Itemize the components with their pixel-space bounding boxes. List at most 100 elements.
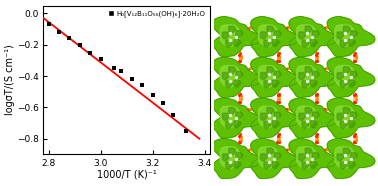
Polygon shape (327, 17, 375, 57)
Polygon shape (349, 39, 355, 46)
Polygon shape (274, 112, 281, 119)
Polygon shape (260, 73, 267, 80)
Polygon shape (222, 32, 229, 39)
Polygon shape (234, 80, 241, 87)
Polygon shape (236, 153, 243, 160)
Polygon shape (350, 112, 357, 119)
Polygon shape (302, 40, 309, 47)
Polygon shape (350, 71, 357, 78)
Polygon shape (299, 113, 305, 120)
Polygon shape (251, 17, 299, 57)
Point (87, 51, 93, 54)
Polygon shape (343, 107, 350, 115)
Polygon shape (259, 25, 279, 47)
Polygon shape (264, 81, 271, 88)
Polygon shape (337, 113, 344, 120)
Point (170, 114, 177, 117)
Polygon shape (259, 147, 279, 169)
Polygon shape (259, 106, 279, 128)
Point (111, 67, 117, 70)
Polygon shape (212, 17, 260, 57)
Polygon shape (349, 121, 355, 128)
Polygon shape (302, 121, 309, 129)
Polygon shape (343, 67, 350, 74)
Polygon shape (220, 147, 241, 169)
Polygon shape (251, 139, 299, 179)
Polygon shape (297, 25, 317, 47)
Polygon shape (299, 73, 305, 80)
Polygon shape (337, 154, 344, 161)
Polygon shape (312, 153, 319, 160)
Polygon shape (260, 32, 267, 39)
Polygon shape (274, 71, 281, 78)
Polygon shape (312, 112, 319, 119)
Point (150, 93, 156, 96)
Point (160, 101, 166, 104)
Polygon shape (264, 40, 271, 47)
Polygon shape (222, 73, 229, 80)
Point (56, 31, 62, 34)
Polygon shape (337, 73, 344, 80)
Polygon shape (251, 57, 299, 97)
Polygon shape (305, 148, 312, 155)
Polygon shape (297, 147, 317, 169)
Polygon shape (302, 162, 309, 169)
Polygon shape (289, 98, 337, 138)
Polygon shape (297, 106, 317, 128)
Polygon shape (327, 139, 375, 179)
Polygon shape (222, 113, 229, 120)
Point (67, 37, 73, 40)
X-axis label: 1000/T (K)⁻¹: 1000/T (K)⁻¹ (97, 170, 156, 180)
Polygon shape (312, 31, 319, 38)
Polygon shape (229, 26, 235, 33)
Polygon shape (340, 81, 347, 88)
Point (98, 57, 104, 60)
Polygon shape (226, 121, 232, 129)
Polygon shape (335, 65, 355, 87)
Polygon shape (220, 25, 241, 47)
Polygon shape (335, 147, 355, 169)
Polygon shape (264, 121, 271, 129)
Polygon shape (349, 161, 355, 169)
Polygon shape (236, 71, 243, 78)
Polygon shape (272, 39, 279, 46)
Polygon shape (267, 67, 274, 74)
Polygon shape (212, 139, 260, 179)
Polygon shape (289, 139, 337, 179)
Polygon shape (305, 67, 312, 74)
Polygon shape (229, 107, 235, 115)
Polygon shape (299, 154, 305, 161)
Polygon shape (220, 106, 241, 128)
Polygon shape (299, 32, 305, 39)
Polygon shape (310, 161, 317, 169)
Polygon shape (251, 98, 299, 138)
Polygon shape (226, 81, 232, 88)
Polygon shape (267, 107, 274, 115)
Polygon shape (234, 39, 241, 46)
Polygon shape (267, 26, 274, 33)
Polygon shape (340, 40, 347, 47)
Polygon shape (349, 80, 355, 87)
Polygon shape (272, 161, 279, 169)
Polygon shape (310, 39, 317, 46)
Polygon shape (264, 162, 271, 169)
Polygon shape (337, 32, 344, 39)
Polygon shape (350, 31, 357, 38)
Polygon shape (274, 153, 281, 160)
Polygon shape (340, 121, 347, 129)
Polygon shape (229, 148, 235, 155)
Polygon shape (226, 40, 232, 47)
Polygon shape (289, 17, 337, 57)
Polygon shape (260, 113, 267, 120)
Polygon shape (350, 153, 357, 160)
Polygon shape (335, 25, 355, 47)
Polygon shape (234, 121, 241, 128)
Polygon shape (340, 162, 347, 169)
Polygon shape (327, 98, 375, 138)
Polygon shape (297, 65, 317, 87)
Polygon shape (259, 65, 279, 87)
Polygon shape (267, 148, 274, 155)
Point (46, 23, 52, 26)
Polygon shape (220, 65, 241, 87)
Polygon shape (327, 57, 375, 97)
